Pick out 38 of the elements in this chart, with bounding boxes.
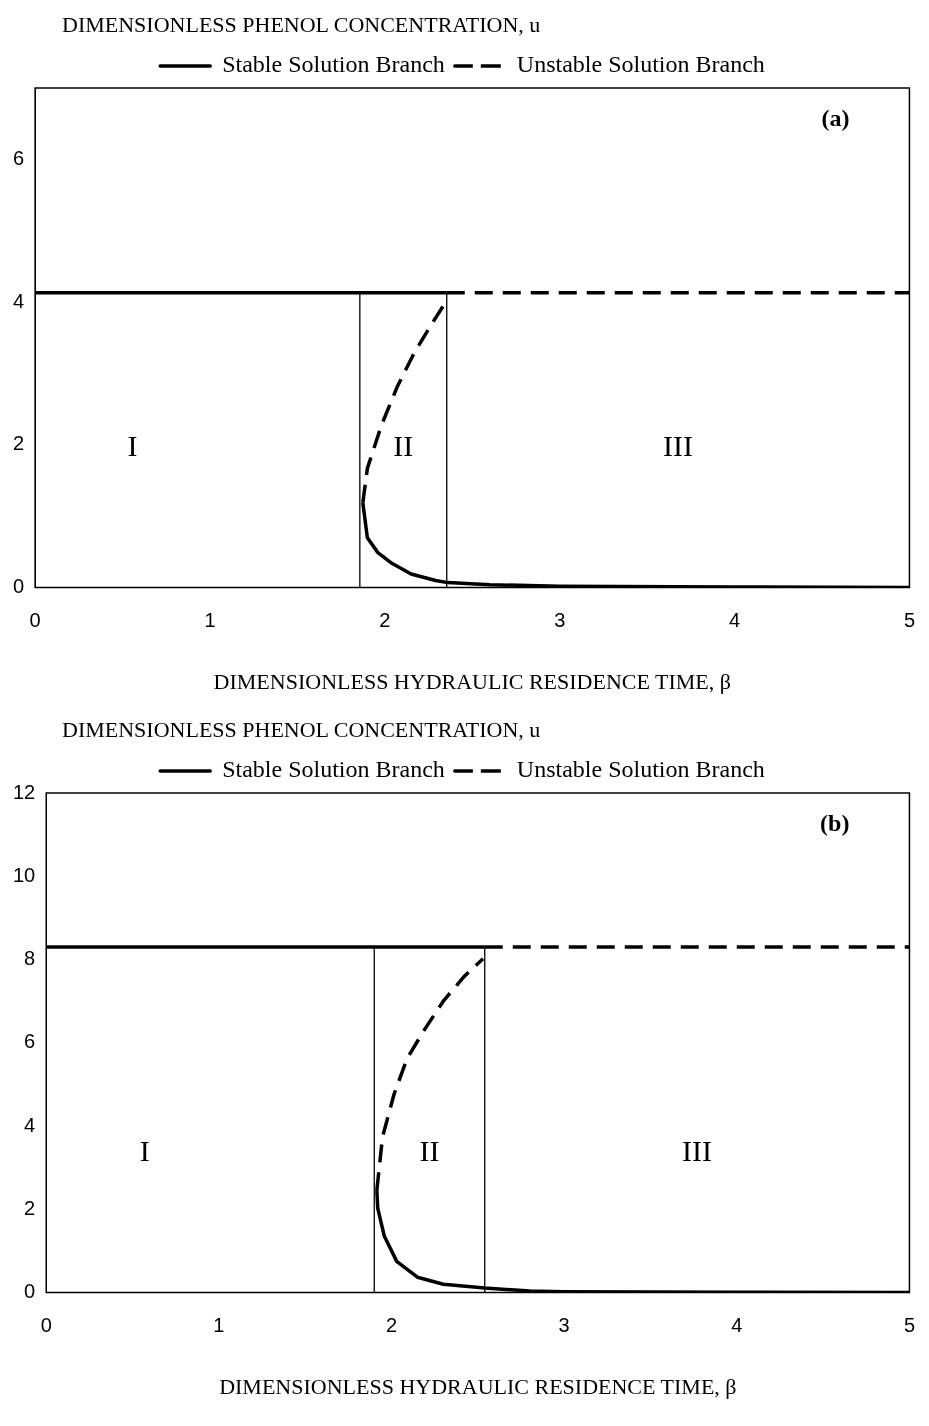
y-axis-title: DIMENSIONLESS PHENOL CONCENTRATION, u bbox=[62, 12, 541, 38]
x-axis-title: DIMENSIONLESS HYDRAULIC RESIDENCE TIME, β bbox=[213, 668, 731, 694]
x-tick-label: 2 bbox=[379, 609, 391, 632]
annotation: (a) bbox=[821, 105, 850, 132]
x-tick-label: 0 bbox=[40, 1314, 52, 1337]
x-tick-label: 2 bbox=[385, 1314, 398, 1337]
x-tick-label: 3 bbox=[554, 609, 566, 632]
y-tick-label: 6 bbox=[13, 146, 25, 169]
y-axis-title: DIMENSIONLESS PHENOL CONCENTRATION, u bbox=[62, 717, 541, 743]
y-tick-label: 2 bbox=[13, 432, 25, 455]
annotation: (b) bbox=[820, 810, 850, 837]
y-tick-label: 4 bbox=[24, 1113, 36, 1136]
annotation: I bbox=[139, 1133, 150, 1167]
y-tick-label: 0 bbox=[24, 1280, 36, 1303]
x-tick-label: 5 bbox=[903, 1314, 915, 1337]
annotation: I bbox=[127, 428, 138, 462]
annotation: II bbox=[419, 1133, 440, 1167]
annotation: III bbox=[663, 428, 694, 462]
x-axis-title: DIMENSIONLESS HYDRAULIC RESIDENCE TIME, β bbox=[219, 1373, 737, 1399]
annotation: II bbox=[393, 428, 414, 462]
y-tick-label: 4 bbox=[13, 289, 25, 312]
y-tick-label: 10 bbox=[13, 863, 36, 886]
annotation: III bbox=[682, 1133, 713, 1167]
y-tick-label: 2 bbox=[24, 1196, 36, 1219]
x-tick-label: 4 bbox=[731, 1314, 743, 1337]
x-tick-label: 5 bbox=[903, 609, 915, 632]
y-tick-label: 0 bbox=[13, 575, 25, 598]
x-tick-label: 1 bbox=[204, 609, 216, 632]
y-tick-label: 8 bbox=[24, 947, 36, 970]
legend-label: Stable Solution Branch bbox=[222, 756, 445, 783]
x-tick-label: 4 bbox=[729, 609, 741, 632]
y-tick-label: 6 bbox=[24, 1030, 36, 1053]
x-tick-label: 1 bbox=[213, 1314, 225, 1337]
legend-label: Stable Solution Branch bbox=[222, 51, 445, 78]
legend-label: Unstable Solution Branch bbox=[516, 756, 765, 783]
legend-label: Unstable Solution Branch bbox=[516, 51, 765, 78]
y-tick-label: 12 bbox=[13, 780, 36, 803]
x-tick-label: 3 bbox=[558, 1314, 570, 1337]
